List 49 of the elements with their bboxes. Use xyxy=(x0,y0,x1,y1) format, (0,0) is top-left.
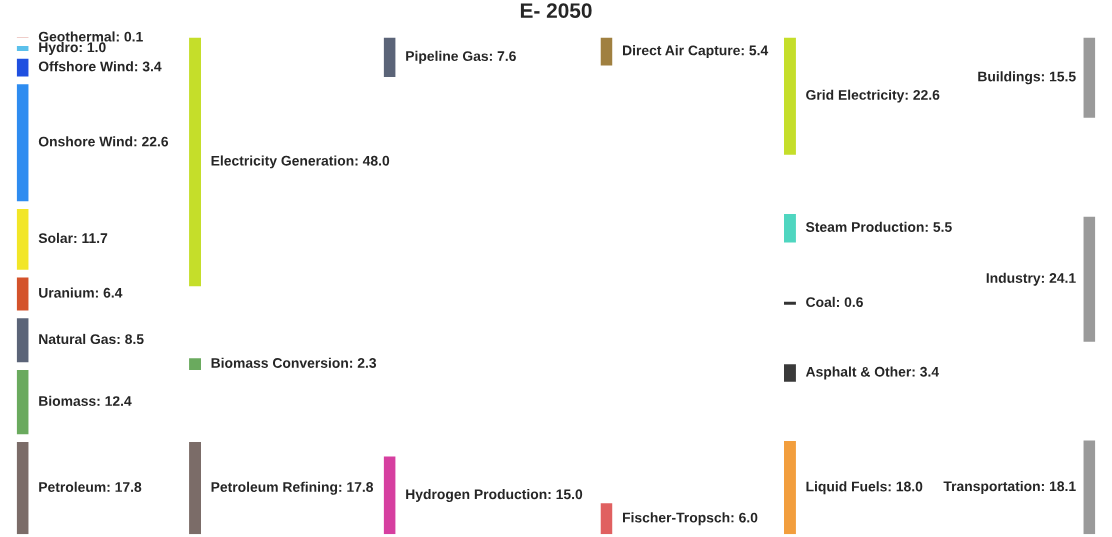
category-label: Biomass Conversion xyxy=(211,357,348,368)
data-label: : 3.4 xyxy=(135,61,162,72)
data-label: : 3.4 xyxy=(912,366,939,377)
data-label: : 22.6 xyxy=(905,90,940,100)
category-label: Transportation xyxy=(943,480,1040,494)
category-label: Electricity Generation xyxy=(211,155,354,169)
category-label: Grid Electricity xyxy=(806,89,905,103)
category-label: Uranium xyxy=(39,287,94,298)
category-label: Geothermal xyxy=(38,31,115,42)
data-label: : 6.4 xyxy=(95,287,123,298)
text: E- 2050 xyxy=(520,3,592,18)
data-label: : 48.0 xyxy=(355,155,390,166)
category-label: Asphalt & Other xyxy=(805,366,912,380)
data-label: : 18.1 xyxy=(1041,481,1076,492)
category-label: Direct Air Capture xyxy=(623,45,740,59)
data-label: : 12.4 xyxy=(97,396,132,406)
data-label: : 15.0 xyxy=(548,489,583,500)
category-label: Steam Production xyxy=(805,221,924,232)
category-label: Offshore Wind xyxy=(38,61,133,72)
category-label: Hydrogen Production xyxy=(406,488,547,502)
category-label: Petroleum xyxy=(39,481,106,492)
data-label: : 0.6 xyxy=(836,297,863,308)
category-label: Solar xyxy=(38,232,73,244)
data-label: : 15.5 xyxy=(1041,71,1076,82)
data-label: : 11.7 xyxy=(74,233,108,243)
data-label: : 8.5 xyxy=(117,334,144,345)
data-label: : 5.5 xyxy=(925,222,952,232)
data-label: : 24.1 xyxy=(1041,273,1076,283)
data-label: : 5.4 xyxy=(741,45,769,56)
category-label: Petroleum Refining xyxy=(211,481,338,495)
category-label: Industry xyxy=(986,272,1041,286)
data-label: : 6.0 xyxy=(731,512,758,523)
category-label: Liquid Fuels xyxy=(806,481,887,495)
category-label: Biomass xyxy=(39,395,96,406)
category-label: Coal xyxy=(806,296,835,308)
data-label: : 18.0 xyxy=(888,481,923,492)
category-label: Hydro xyxy=(39,41,78,55)
data-label: : 7.6 xyxy=(489,51,516,61)
data-label: : 0.1 xyxy=(116,31,143,42)
category-label: Buildings xyxy=(978,71,1041,85)
data-label: : 22.6 xyxy=(134,136,169,147)
data-label: : 17.8 xyxy=(339,482,374,492)
category-label: Fischer-Tropsch xyxy=(623,512,730,526)
data-label: : 1.0 xyxy=(79,42,106,53)
category-label: Pipeline Gas xyxy=(406,50,489,64)
data-label: : 17.8 xyxy=(107,482,142,492)
category-label: Onshore Wind xyxy=(38,136,133,147)
category-label: Natural Gas xyxy=(39,333,116,345)
data-label: : 2.3 xyxy=(350,358,377,368)
